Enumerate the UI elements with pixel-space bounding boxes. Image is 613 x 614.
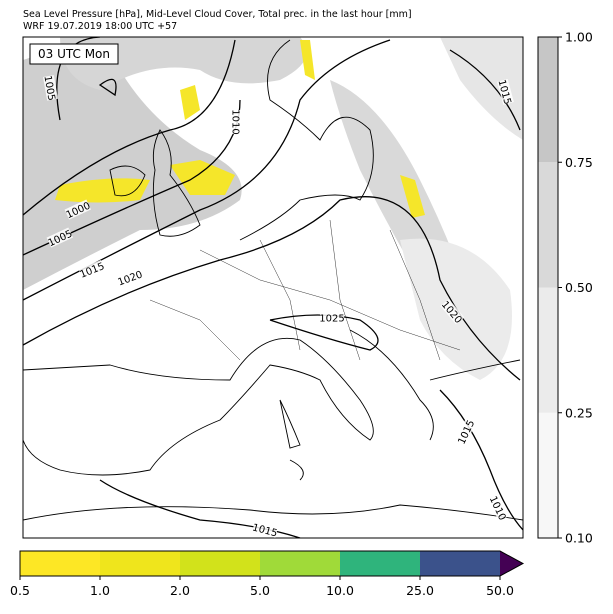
- isobar-label: 1005: [41, 75, 56, 102]
- isobar-label-bg: [488, 494, 509, 521]
- isobar: [269, 314, 379, 351]
- colorbar-frame: [19, 550, 525, 577]
- isobar-label-bg: [116, 268, 143, 287]
- colorbar-segment: [260, 551, 340, 576]
- colorbar-tick-label: 0.5: [10, 583, 30, 598]
- isobar-label-bg: [231, 110, 242, 134]
- precip-area: [170, 160, 235, 195]
- colorbar-segment: [538, 162, 558, 288]
- isobar: [23, 39, 391, 301]
- coastline: [23, 337, 374, 476]
- title-line2: WRF 19.07.2019 18:00 UTC +57: [23, 21, 177, 32]
- isobar-label: 1010: [230, 109, 241, 134]
- colorbar-tick-label: 0.50: [565, 280, 593, 295]
- isobar-label-bg: [455, 418, 476, 445]
- isobar-label-bg: [320, 312, 344, 323]
- coastline: [109, 165, 146, 197]
- colorbar-extension: [500, 551, 523, 576]
- colorbar-segment: [100, 551, 180, 576]
- colorbar-tick-label: 50.0: [486, 583, 514, 598]
- precip-area: [55, 178, 150, 203]
- colorbar-tick-label: 10.0: [326, 583, 354, 598]
- colorbar-segment: [420, 551, 500, 576]
- colorbar-segment: [538, 37, 558, 163]
- colorbar-tick-label: 0.25: [565, 405, 593, 420]
- colorbar-segment: [538, 287, 558, 413]
- colorbar-tick-label: 25.0: [406, 583, 434, 598]
- isobar-label-bg: [252, 521, 279, 538]
- map-content: [23, 37, 523, 538]
- coastline: [349, 329, 521, 441]
- colorbar-tick-label: 2.0: [170, 583, 190, 598]
- isobar-label: 1025: [319, 314, 344, 325]
- title-line1: Sea Level Pressure [hPa], Mid-Level Clou…: [23, 9, 412, 20]
- colorbar-tick-label: 1.00: [565, 30, 593, 45]
- isobar-label-bg: [78, 259, 105, 280]
- cloud-area: [60, 37, 307, 90]
- colorbar-segment: [20, 551, 100, 576]
- coastline: [152, 129, 201, 237]
- colorbar-tick-label: 0.75: [565, 155, 593, 170]
- time-box: [29, 43, 119, 65]
- coastline: [239, 39, 374, 241]
- cloud-area: [440, 37, 523, 140]
- colorbar-segment: [180, 551, 260, 576]
- isobar-label-bg: [42, 75, 58, 101]
- precip-colorbar: 0.5 1.0 2.0 5.0 10.0 25.0 50.0: [10, 550, 525, 598]
- cloud-colorbar: 0.10 0.25 0.50 0.75 1.00: [537, 30, 593, 546]
- colorbar-tick-label: 5.0: [250, 583, 270, 598]
- coastline: [23, 504, 523, 521]
- colorbar-segment: [538, 412, 558, 538]
- isobar: [439, 389, 523, 531]
- isobar-label-bg: [497, 78, 514, 105]
- colorbar-tick-label: 0.10: [565, 531, 593, 546]
- border: [149, 219, 461, 361]
- map-frame: [22, 36, 524, 539]
- isobar-label-bg: [64, 199, 91, 220]
- coastline: [279, 399, 304, 481]
- colorbar-tick-label: 1.0: [90, 583, 110, 598]
- isobar-label-bg: [440, 298, 465, 325]
- isobar-label-bg: [46, 227, 73, 248]
- colorbar-segment: [340, 551, 420, 576]
- isobar: [23, 39, 236, 216]
- time-label: 03 UTC Mon: [38, 47, 110, 61]
